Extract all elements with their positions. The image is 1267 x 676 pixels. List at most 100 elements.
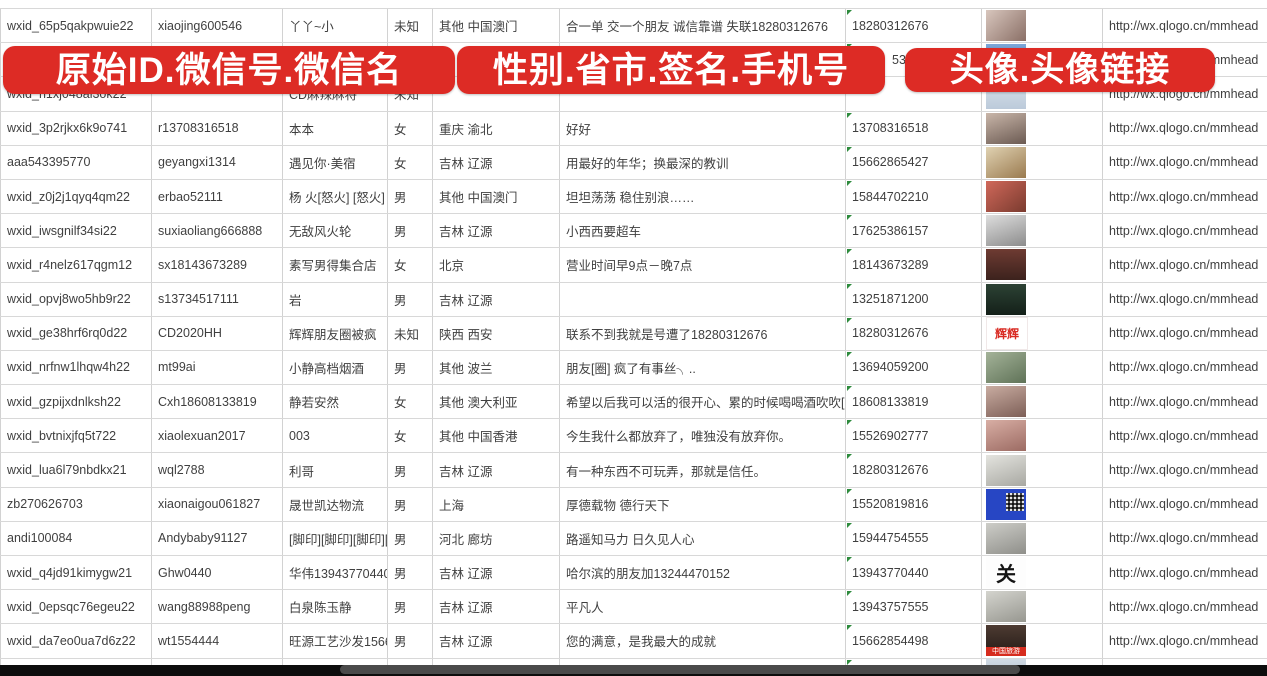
cell-account[interactable]: r13708316518 (152, 111, 283, 145)
cell-nickname[interactable]: 无敌风火轮 (283, 214, 388, 248)
cell-region[interactable]: 河北 廊坊 (433, 521, 560, 555)
cell-avatar[interactable] (982, 521, 1103, 555)
cell-wxid[interactable] (0, 658, 152, 667)
cell-link[interactable]: http://wx.qlogo.cn/mmhead (1109, 463, 1259, 478)
cell-signature[interactable]: 朋友[圈] 疯了有事丝╮.. (560, 350, 846, 385)
cell-link[interactable]: http://wx.qlogo.cn/mmhead (1109, 360, 1259, 375)
cell-region[interactable]: 其他 中国澳门 (433, 9, 560, 43)
cell-account[interactable]: suxiaoliang666888 (152, 214, 283, 248)
cell-wxid[interactable]: wxid_65p5qakpwuie22 (0, 9, 152, 43)
cell-gender[interactable]: 男 (388, 521, 433, 555)
cell-gender[interactable]: 女 (388, 385, 433, 419)
cell-region[interactable]: 其他 中国澳门 (433, 179, 560, 214)
cell-avatar[interactable]: 关 (982, 556, 1103, 590)
cell-signature[interactable]: 有一种东西不可玩弄，那就是信任。 (560, 453, 846, 487)
cell-avatar[interactable] (982, 145, 1103, 179)
cell-avatar[interactable] (982, 590, 1103, 624)
cell-signature[interactable]: 小西西要超车 (560, 214, 846, 248)
cell-signature[interactable]: 联系不到我就是号遭了18280312676 (560, 316, 846, 350)
cell-account[interactable]: CD2020HH (152, 316, 283, 350)
cell-link[interactable]: http://wx.qlogo.cn/mmhead (1109, 155, 1259, 170)
cell-phone[interactable]: 15662854498 (846, 624, 982, 658)
cell-region[interactable]: 吉林 辽源 (433, 556, 560, 590)
cell-link[interactable]: http://wx.qlogo.cn/mmhead (1109, 292, 1259, 307)
cell-account[interactable]: geyangxi1314 (152, 145, 283, 179)
cell-avatar[interactable]: 辉辉 (982, 316, 1103, 350)
cell-wxid[interactable]: wxid_opvj8wo5hb9r22 (0, 282, 152, 316)
cell-gender[interactable]: 男 (388, 624, 433, 658)
cell-gender[interactable]: 男 (388, 282, 433, 316)
cell-gender[interactable]: 男 (388, 590, 433, 624)
cell-gender[interactable]: 女 (388, 419, 433, 453)
cell-wxid[interactable]: wxid_0epsqc76egeu22 (0, 590, 152, 624)
cell-nickname[interactable]: 杨 火[怒火] [怒火] (283, 179, 388, 214)
cell-gender[interactable]: 男 (388, 556, 433, 590)
cell-region[interactable]: 吉林 辽源 (433, 214, 560, 248)
video-progress-scrubber[interactable] (340, 665, 1020, 674)
cell-wxid[interactable]: andi100084 (0, 521, 152, 555)
cell-region[interactable] (433, 658, 560, 667)
cell-avatar[interactable] (982, 282, 1103, 316)
cell-account[interactable]: wt1554444 (152, 624, 283, 658)
cell-signature[interactable]: 好好 (560, 111, 846, 145)
cell-signature[interactable]: 合一单 交一个朋友 诚信靠谱 失联18280312676 (560, 9, 846, 43)
cell-signature[interactable]: 今生我什么都放弃了，唯独没有放弃你。 (560, 419, 846, 453)
cell-account[interactable]: Andybaby91127 (152, 521, 283, 555)
cell-signature[interactable]: 哈尔滨的朋友加13244470152 (560, 556, 846, 590)
cell-wxid[interactable]: wxid_r4nelz617qgm12 (0, 248, 152, 282)
cell-link[interactable]: http://wx.qlogo.cn/mmhead (1109, 189, 1259, 204)
cell-nickname[interactable]: 岩 (283, 282, 388, 316)
cell-phone[interactable]: 18143673289 (846, 248, 982, 282)
cell-avatar[interactable] (982, 385, 1103, 419)
cell-region[interactable]: 陕西 西安 (433, 316, 560, 350)
cell-gender[interactable]: 未知 (388, 9, 433, 43)
cell-signature[interactable] (560, 658, 846, 667)
cell-nickname[interactable]: 白泉陈玉静 (283, 590, 388, 624)
cell-phone[interactable]: 15844702210 (846, 179, 982, 214)
cell-link[interactable]: http://wx.qlogo.cn/mmhead (1109, 223, 1259, 238)
cell-gender[interactable]: 男 (388, 214, 433, 248)
cell-account[interactable]: s13734517111 (152, 282, 283, 316)
cell-signature[interactable]: 营业时间早9点－晚7点 (560, 248, 846, 282)
cell-avatar[interactable] (982, 487, 1103, 521)
cell-region[interactable]: 吉林 辽源 (433, 453, 560, 487)
cell-nickname[interactable]: 素写男得集合店 (283, 248, 388, 282)
cell-phone[interactable]: 17625386157 (846, 214, 982, 248)
cell-wxid[interactable]: wxid_iwsgnilf34si22 (0, 214, 152, 248)
cell-account[interactable]: xiaonaigou061827 (152, 487, 283, 521)
cell-wxid[interactable]: wxid_q4jd91kimygw21 (0, 556, 152, 590)
cell-phone[interactable]: 15520819816 (846, 487, 982, 521)
cell-avatar[interactable] (982, 214, 1103, 248)
cell-signature[interactable]: 您的满意，是我最大的成就 (560, 624, 846, 658)
cell-phone[interactable]: 13251871200 (846, 282, 982, 316)
cell-avatar[interactable] (982, 9, 1103, 43)
cell-account[interactable]: xiaojing600546 (152, 9, 283, 43)
cell-nickname[interactable]: 旺源工艺沙发15662854 (283, 624, 388, 658)
cell-phone[interactable]: 18280312676 (846, 316, 982, 350)
cell-region[interactable]: 北京 (433, 248, 560, 282)
cell-wxid[interactable]: wxid_nrfnw1lhqw4h22 (0, 350, 152, 385)
cell-gender[interactable]: 男 (388, 350, 433, 385)
cell-gender[interactable]: 女 (388, 111, 433, 145)
cell-gender[interactable] (388, 658, 433, 667)
cell-avatar[interactable] (982, 419, 1103, 453)
cell-account[interactable] (152, 658, 283, 667)
cell-phone[interactable]: 15526902777 (846, 419, 982, 453)
cell-region[interactable]: 吉林 辽源 (433, 282, 560, 316)
cell-signature[interactable]: 平凡人 (560, 590, 846, 624)
cell-wxid[interactable]: wxid_lua6l79nbdkx21 (0, 453, 152, 487)
cell-link[interactable]: http://wx.qlogo.cn/mmhead (1109, 531, 1259, 546)
cell-avatar[interactable] (982, 248, 1103, 282)
cell-nickname[interactable]: 丫丫~小 (283, 9, 388, 43)
cell-avatar[interactable] (982, 111, 1103, 145)
cell-gender[interactable]: 男 (388, 487, 433, 521)
cell-link[interactable]: http://wx.qlogo.cn/mmhead (1109, 565, 1259, 580)
cell-phone[interactable]: 13943770440 (846, 556, 982, 590)
cell-wxid[interactable]: wxid_gzpijxdnlksh22 (0, 385, 152, 419)
cell-link[interactable]: http://wx.qlogo.cn/mmhead (1109, 497, 1259, 512)
cell-region[interactable]: 其他 波兰 (433, 350, 560, 385)
cell-avatar[interactable] (982, 453, 1103, 487)
cell-phone[interactable]: 15944754555 (846, 521, 982, 555)
cell-region[interactable]: 吉林 辽源 (433, 624, 560, 658)
cell-wxid[interactable]: wxid_z0j2j1qyq4qm22 (0, 179, 152, 214)
